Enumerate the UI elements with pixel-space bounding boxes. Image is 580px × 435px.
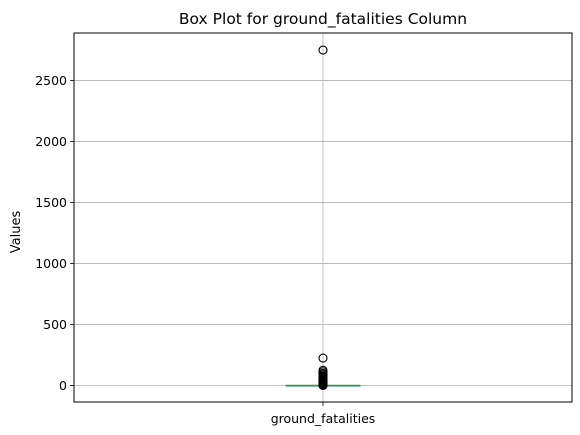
- y-tick-label: 0: [59, 378, 67, 393]
- y-axis-ticks: 0 500 1000 1500 2000 2500: [35, 73, 74, 393]
- outlier-point: [318, 45, 328, 55]
- x-tick-label: ground_fatalities: [271, 411, 376, 426]
- outlier-point: [318, 365, 328, 375]
- y-tick-label: 2500: [35, 73, 67, 88]
- outlier-point: [318, 353, 328, 363]
- grid-lines: [74, 33, 572, 402]
- y-tick-label: 1000: [35, 256, 67, 271]
- y-tick-label: 500: [43, 317, 67, 332]
- y-tick-label: 1500: [35, 195, 67, 210]
- plot-frame: [73, 32, 573, 403]
- outlier-points: [318, 45, 328, 390]
- chart-title: Box Plot for ground_fatalities Column: [179, 10, 467, 29]
- y-axis-label: Values: [9, 211, 24, 254]
- x-axis-ticks: ground_fatalities: [271, 402, 376, 426]
- y-tick-label: 2000: [35, 134, 67, 149]
